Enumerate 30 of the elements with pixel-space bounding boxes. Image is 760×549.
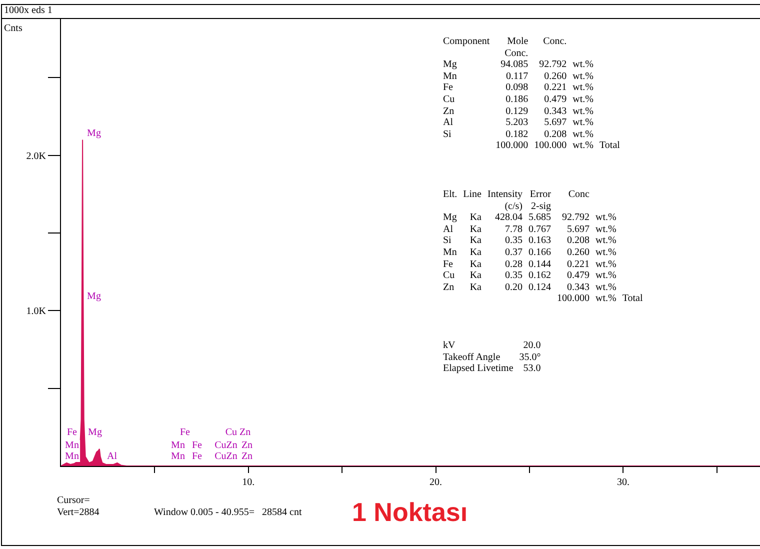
annotation: CuZn bbox=[214, 451, 238, 462]
x-tick-label: 10. bbox=[242, 477, 255, 488]
annotation: Mn bbox=[64, 451, 80, 462]
annotation: Fe bbox=[66, 427, 78, 438]
y-tick-label: 2.0K bbox=[26, 150, 47, 162]
annotation: Fe bbox=[191, 440, 203, 451]
annotation: Al bbox=[106, 451, 118, 462]
text: Cursor= Vert=2884 bbox=[57, 495, 100, 519]
annotation: Zn bbox=[240, 451, 254, 462]
text: Component Mole Conc. Conc. Mg 94.085 92.792 wt.% Mn 0.117 0.260 wt.% Fe 0.098 0.221 wt.% Cu 0.186 0.479 wt.% Zn 0.129 0.343 wt.% Al 5.203 5.697 wt.% Si 0.182 0.208 wt.% 100.000 100.000 wt.% Total bbox=[443, 36, 620, 152]
annotation: Cu Zn bbox=[224, 427, 252, 438]
annotation: Mg bbox=[87, 427, 103, 438]
annotation: Mg bbox=[86, 128, 102, 139]
annotation: Fe bbox=[191, 451, 203, 462]
annotation: Mn bbox=[170, 451, 186, 462]
x-tick-label: 30. bbox=[616, 477, 630, 488]
annotation: Mg bbox=[86, 291, 102, 302]
text: Window 0.005 - 40.955= 28584 cnt bbox=[154, 507, 302, 519]
text: 1000x eds 1 bbox=[4, 5, 52, 17]
text: 1 Noktası bbox=[352, 497, 468, 527]
annotation: Mn bbox=[64, 440, 80, 451]
y-axis-title: Cnts bbox=[4, 23, 22, 35]
x-tick-label: 20. bbox=[430, 477, 442, 488]
y-tick-label: 1.0K bbox=[26, 306, 47, 318]
annotation: Zn bbox=[240, 440, 254, 451]
annotation: CuZn bbox=[214, 440, 238, 451]
text: Elt. Line Intensity Error Conc (c/s) 2-sig Mg Ka 428.04 5.685 92.792 wt.% Al Ka 7.78 0.767 5.697 wt.% Si Ka 0.35 0.163 0.208 wt.% Mn Ka 0.37 0.166 0.260 wt.% Fe Ka 0.28 0.144 0.221 wt.% Cu Ka 0.35 0.162 0.479 wt.% Zn Ka 0.20 0.124 0.343 wt.% 100.000 wt.% Total bbox=[443, 189, 643, 304]
annotation: Fe bbox=[179, 427, 191, 438]
text: kV 20.0 Takeoff Angle 35.0° Elapsed Livetime 53.0 bbox=[443, 340, 541, 374]
annotation: Mn bbox=[170, 440, 186, 451]
